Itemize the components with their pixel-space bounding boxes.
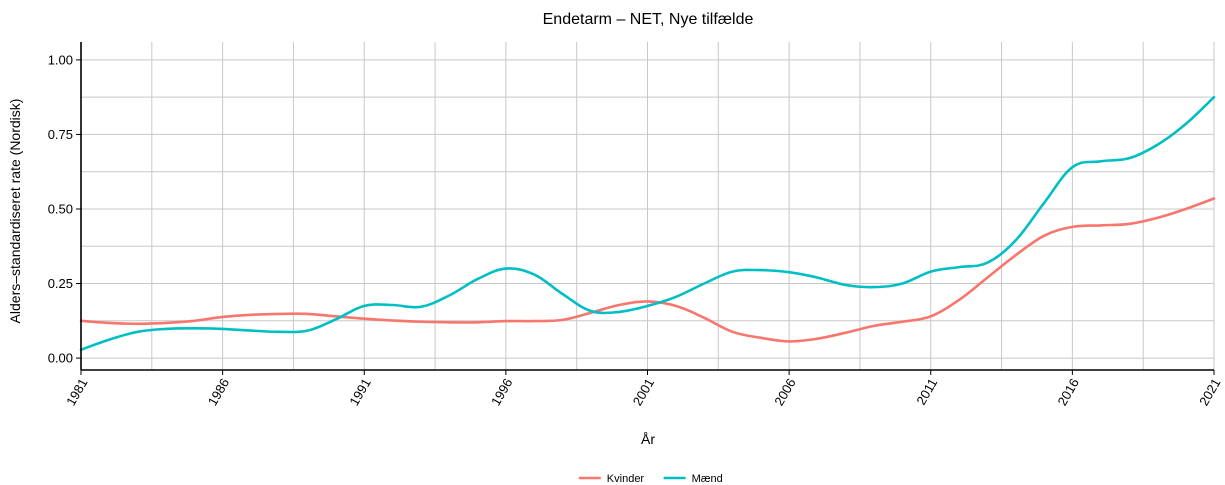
chart-title: Endetarm – NET, Nye tilfælde [543,11,754,28]
x-axis-title: År [641,431,655,447]
x-tick-label: 1981 [63,376,90,409]
series-line-0 [79,197,1216,343]
legend-label-1: Mænd [692,473,723,485]
y-tick-label: 1.00 [48,52,73,67]
y-tick-label: 0.50 [48,201,73,216]
x-tick-label: 1991 [346,376,373,409]
x-tick-label: 1986 [205,376,232,409]
x-tick-label: 1996 [488,376,515,409]
x-tick-label: 2006 [771,376,798,409]
y-axis-title: Alders–standardiseret rate (Nordisk) [7,99,23,324]
grid-lines [80,42,1215,370]
y-tick-label: 0.75 [48,127,73,142]
y-axis-ticks: 0.00 0.25 0.50 0.75 1.00 [48,52,81,366]
series-layer [79,95,1216,351]
legend-label-0: Kvinder [607,473,645,485]
y-tick-label: 0.00 [48,351,73,366]
series-line-1 [79,95,1216,351]
x-tick-label: 2016 [1054,376,1081,409]
legend: Kvinder Mænd [578,473,723,485]
y-tick-label: 0.25 [48,276,73,291]
x-tick-label: 2011 [913,376,940,408]
x-tick-label: 2001 [630,376,657,409]
x-tick-label: 2021 [1196,376,1223,409]
x-axis-ticks: 1981 1986 1991 1996 2001 2006 2011 2016 2021 [63,370,1224,409]
